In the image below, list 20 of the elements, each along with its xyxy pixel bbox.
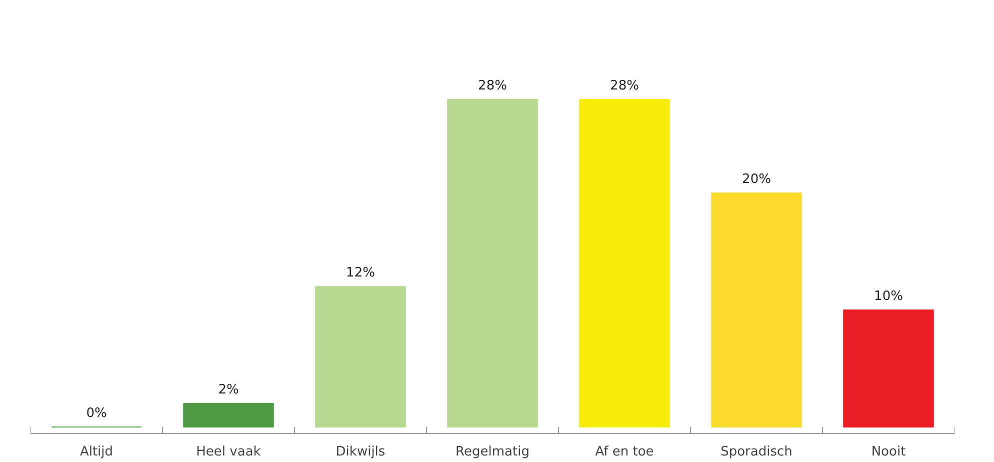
x-tick-label: Dikwijls — [336, 444, 386, 460]
bar — [711, 192, 802, 428]
data-label: 20% — [742, 172, 771, 188]
x-tick-label: Nooit — [871, 444, 906, 460]
data-label: 0% — [86, 406, 107, 421]
data-label: 10% — [874, 288, 903, 304]
x-tick-label: Heel vaak — [196, 444, 262, 460]
bar — [183, 403, 274, 428]
data-label: 12% — [346, 266, 375, 281]
bar — [843, 309, 934, 428]
x-tick-label: Regelmatig — [456, 444, 530, 460]
data-label: 28% — [478, 78, 507, 94]
bar — [579, 98, 670, 428]
x-tick-label: Altijd — [80, 444, 114, 460]
x-tick-label: Af en toe — [595, 444, 654, 460]
x-tick-label: Sporadisch — [720, 444, 792, 460]
bar — [447, 98, 538, 428]
data-label: 28% — [610, 78, 639, 94]
data-label: 2% — [218, 382, 239, 398]
bar — [315, 286, 406, 428]
